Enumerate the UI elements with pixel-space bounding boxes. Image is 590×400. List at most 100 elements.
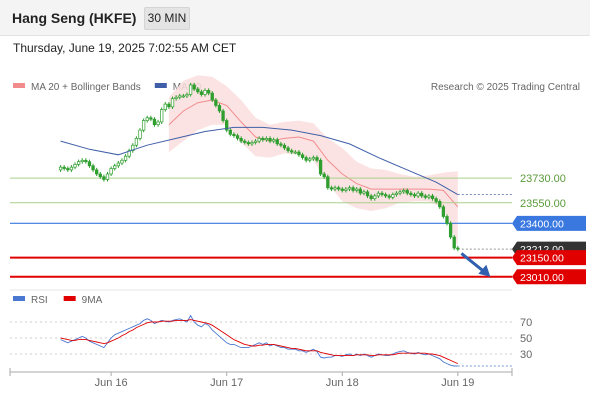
candle-body <box>228 129 232 135</box>
candle-body <box>66 168 70 171</box>
rsi-ma-line <box>60 319 458 365</box>
candle-body <box>235 135 240 139</box>
price-legend: MA 20 + Bollinger BandsMA 50 <box>13 82 202 93</box>
target-tag-bg <box>512 250 586 266</box>
candle-body <box>73 164 77 168</box>
candle-body <box>430 195 435 200</box>
candle-body <box>373 195 377 200</box>
candle-body <box>203 90 207 95</box>
forecast-arrow <box>460 252 491 277</box>
candle-body <box>427 195 431 198</box>
candle-body <box>120 159 124 164</box>
chart-header: Hang Seng (HKFE) 30 MIN <box>0 0 590 36</box>
x-tick-label: Jun 19 <box>441 377 474 389</box>
candle-body <box>174 96 178 99</box>
candle-body <box>261 138 265 141</box>
candle-body <box>369 195 373 200</box>
rsi-legend-swatch <box>13 296 25 301</box>
candle-body <box>170 98 175 108</box>
candle-body <box>405 190 409 194</box>
candle-body <box>362 191 366 194</box>
candle-body <box>329 187 334 190</box>
target-tag: 23150.00 <box>512 250 586 266</box>
rsi-tick-label: 70 <box>520 317 532 329</box>
ma50-line <box>60 126 459 196</box>
candle-body <box>163 103 167 110</box>
candle-body <box>84 159 88 163</box>
candle-body <box>398 191 402 194</box>
candle-body <box>217 105 222 112</box>
timeframe-button[interactable]: 30 MIN <box>144 7 190 30</box>
legend-label: MA 20 + Bollinger Bands <box>31 82 141 93</box>
candle-body <box>380 192 384 195</box>
x-tick-label: Jun 17 <box>210 377 243 389</box>
candle-body <box>420 192 424 197</box>
candle-body <box>355 188 359 191</box>
candle-body <box>308 158 312 161</box>
candle-body <box>152 118 157 126</box>
candle-body <box>452 236 456 249</box>
candle-body <box>434 198 438 202</box>
candle-body <box>58 166 63 171</box>
candle-body <box>239 138 243 142</box>
candle-body <box>286 147 290 152</box>
candle-body <box>80 159 84 163</box>
rsi-legend-label: RSI <box>31 295 48 306</box>
candle-body <box>253 140 258 143</box>
candle-body <box>438 201 442 208</box>
candle-body <box>340 188 344 191</box>
candle-body <box>69 166 74 171</box>
candle-body <box>391 194 395 198</box>
price-levels <box>10 177 512 278</box>
candle-body <box>336 187 341 190</box>
candle-body <box>304 157 308 161</box>
candle-body <box>62 166 66 169</box>
candle-body <box>145 117 149 121</box>
credit-text: Research © 2025 Trading Central <box>431 82 580 93</box>
rsi-tick-label: 50 <box>520 333 532 345</box>
rsi-line <box>60 314 458 367</box>
candle-body <box>423 195 427 198</box>
candle-body <box>199 91 204 95</box>
candle-body <box>76 161 81 165</box>
candle-body <box>221 110 225 121</box>
candle-body <box>214 99 218 106</box>
candle-body <box>333 187 337 190</box>
forecast-arrow-head <box>478 264 491 277</box>
candle-body <box>290 150 294 153</box>
candle-body <box>326 176 330 189</box>
forecast-arrow-shaft <box>460 252 486 273</box>
rsi-panel: 70 50 30 <box>10 314 532 367</box>
resistance-label: 23550.00 <box>520 198 566 210</box>
resistance-label: 23730.00 <box>520 173 566 185</box>
candle-body <box>322 173 326 178</box>
candle-body <box>123 155 128 161</box>
candle-body <box>293 151 297 154</box>
x-axis: Jun 16 Jun 17 Jun 18 Jun 19 <box>9 368 513 389</box>
candle-body <box>448 222 453 238</box>
candle-body <box>160 109 164 123</box>
candle-body <box>358 188 362 194</box>
candle-body <box>131 144 135 152</box>
instrument-title: Hang Seng (HKFE) <box>12 10 137 26</box>
candle-body <box>188 84 193 95</box>
candle-body <box>98 173 102 178</box>
candle-body <box>383 194 388 197</box>
candle-body <box>243 140 247 143</box>
candle-body <box>91 165 95 171</box>
candle-body <box>246 142 251 145</box>
candle-body <box>95 169 99 175</box>
candle-body <box>412 194 417 197</box>
candle-body <box>206 90 211 94</box>
candle-body <box>416 192 420 197</box>
candle-body <box>271 139 276 142</box>
candle-body <box>297 151 301 156</box>
candle-body <box>275 139 279 145</box>
candle-body <box>192 84 196 90</box>
candle-body <box>282 144 287 149</box>
rsi-tick-label: 30 <box>520 349 532 361</box>
candle-body <box>116 162 120 167</box>
candle-body <box>347 187 352 190</box>
moving-averages <box>60 126 459 196</box>
pivot-tag: 23400.00 <box>512 215 586 231</box>
